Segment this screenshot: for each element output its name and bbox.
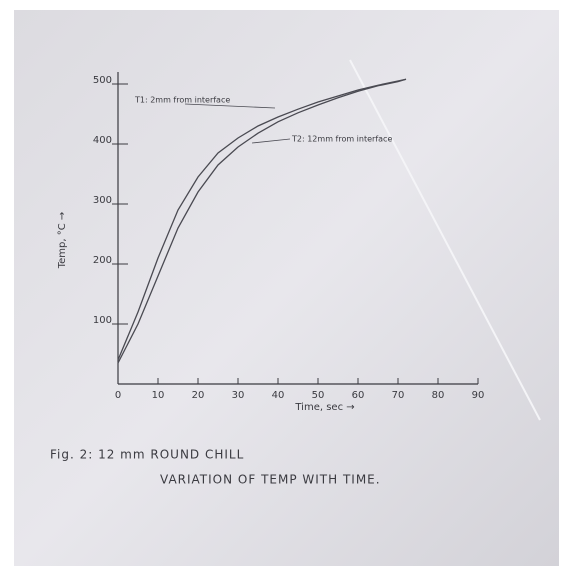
y-tick-label: 400 [93,135,112,146]
y-tick-label: 100 [93,315,112,326]
y-tick-label: 200 [93,255,112,266]
x-axis-label: Time, sec → [294,402,354,413]
legend-label: T1: 2mm from interface [134,96,230,105]
x-tick-label: 20 [192,390,205,401]
x-tick-label: 0 [115,390,121,401]
x-tick-label: 80 [432,390,445,401]
legend-label: T2: 12mm from interface [291,135,392,144]
x-tick-label: 90 [472,390,485,401]
caption: VARIATION OF TEMP WITH TIME. [160,473,381,487]
x-tick-label: 40 [272,390,285,401]
page: {"chart_data": {"type": "line", "x_label… [0,0,571,574]
chart: Fig. 2: 12 mm ROUND CHILL VARIATION OF T… [0,0,571,574]
y-tick-label: 500 [93,75,112,86]
x-tick-label: 70 [392,390,405,401]
x-tick-label: 30 [232,390,245,401]
caption: Fig. 2: 12 mm ROUND CHILL [50,448,244,462]
x-tick-label: 50 [312,390,325,401]
x-tick-label: 60 [352,390,365,401]
y-tick-label: 300 [93,195,112,206]
x-tick-label: 10 [152,390,165,401]
y-axis-label: Temp, °C → [57,212,68,270]
